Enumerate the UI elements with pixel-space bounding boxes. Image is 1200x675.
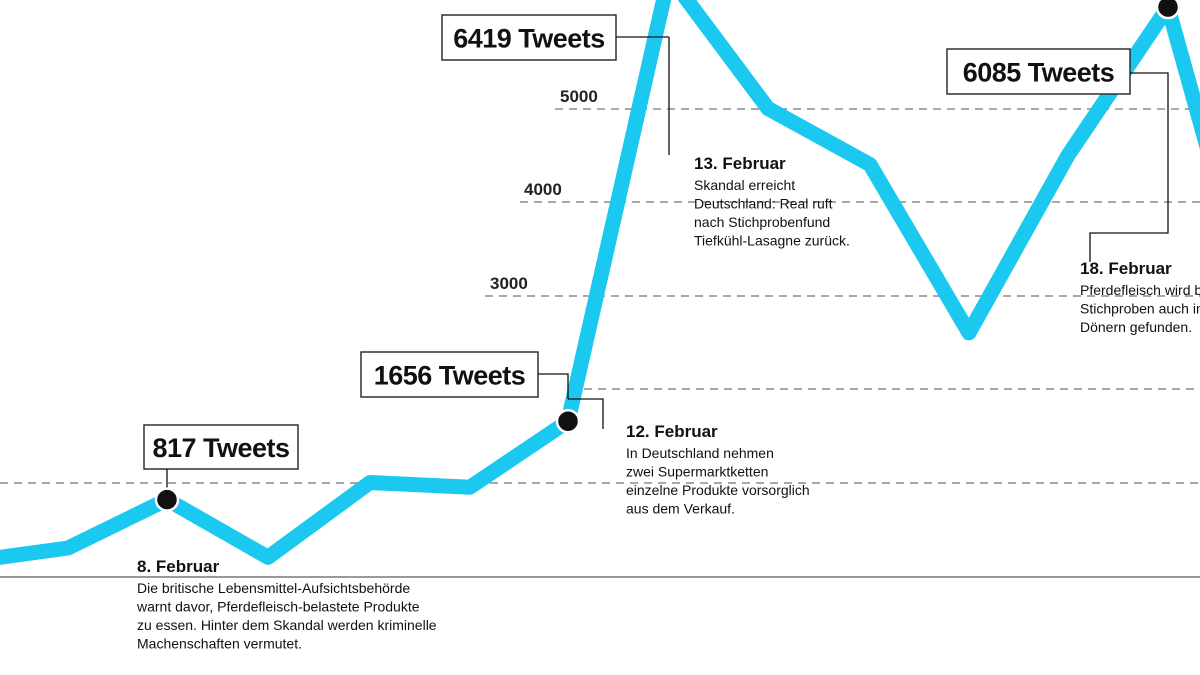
data-point-marker — [154, 487, 180, 512]
annotation-text-line: Deutschland: Real ruft — [694, 196, 833, 212]
tweet-count-box — [360, 351, 539, 398]
annotation-text-line: In Deutschland nehmen — [626, 445, 774, 461]
date-connector — [568, 398, 604, 429]
annotation: 1656 Tweets 12. Februar In Deutschland neh… — [360, 351, 810, 517]
annotation-text-line: Machenschaften vermutet. — [137, 636, 302, 652]
y-tick-labels: 3000 4000 5000 — [490, 87, 598, 293]
box-connector — [1130, 72, 1169, 114]
tweet-count-label: 6085 Tweets — [963, 58, 1115, 88]
annotation: 817 Tweets 8. Februar Die britische Lebens… — [136, 424, 437, 652]
annotation-text-line: Die britische Lebensmittel-Aufsichtsbehö… — [137, 580, 410, 596]
annotation-text-line: Dönern gefunden. — [1080, 319, 1192, 335]
tweet-count-label: 817 Tweets — [152, 433, 289, 463]
annotation-date: 13. Februar — [694, 154, 786, 173]
annotation-text-line: aus dem Verkauf. — [626, 501, 735, 517]
annotation: 6419 Tweets 13. Februar Skandal erreicht De… — [441, 14, 850, 249]
annotation-text-line: Skandal erreicht — [694, 177, 795, 193]
annotation-text-line: warnt davor, Pferdefleisch-belastete Pro… — [136, 599, 420, 615]
data-points — [154, 0, 1181, 512]
annotation-text-line: zu essen. Hinter dem Skandal werden krim… — [137, 617, 437, 633]
y-tick-label: 4000 — [524, 180, 562, 199]
box-connector — [538, 373, 569, 399]
annotations: 817 Tweets 8. Februar Die britische Lebens… — [136, 14, 1200, 652]
y-tick-label: 5000 — [560, 87, 598, 106]
annotation-text-line: nach Stichprobenfund — [694, 214, 830, 230]
tweet-count-label: 6419 Tweets — [453, 24, 605, 54]
annotation-text-line: zwei Supermarktketten — [626, 464, 768, 480]
annotation-text-line: Pferdefleisch wird b — [1080, 282, 1200, 298]
tweet-count-box — [441, 14, 617, 61]
annotation: 6085 Tweets 18. Februar Pferdefleisch wird… — [946, 48, 1200, 335]
annotation-text-line: Tiefkühl-Lasagne zurück. — [694, 233, 850, 249]
tweet-count-label: 1656 Tweets — [374, 361, 526, 391]
annotation-date: 8. Februar — [137, 557, 220, 576]
tweet-count-box — [143, 424, 299, 470]
date-connector — [1089, 114, 1169, 262]
tweet-count-box — [946, 48, 1131, 95]
annotation-date: 12. Februar — [626, 422, 718, 441]
annotation-date: 18. Februar — [1080, 259, 1172, 278]
y-tick-label: 3000 — [490, 274, 528, 293]
annotation-text-line: einzelne Produkte vorsorglich — [626, 482, 810, 498]
annotation-text-line: Stichproben auch in — [1080, 301, 1200, 317]
data-point-marker — [1155, 0, 1181, 20]
data-point-marker — [555, 408, 581, 434]
